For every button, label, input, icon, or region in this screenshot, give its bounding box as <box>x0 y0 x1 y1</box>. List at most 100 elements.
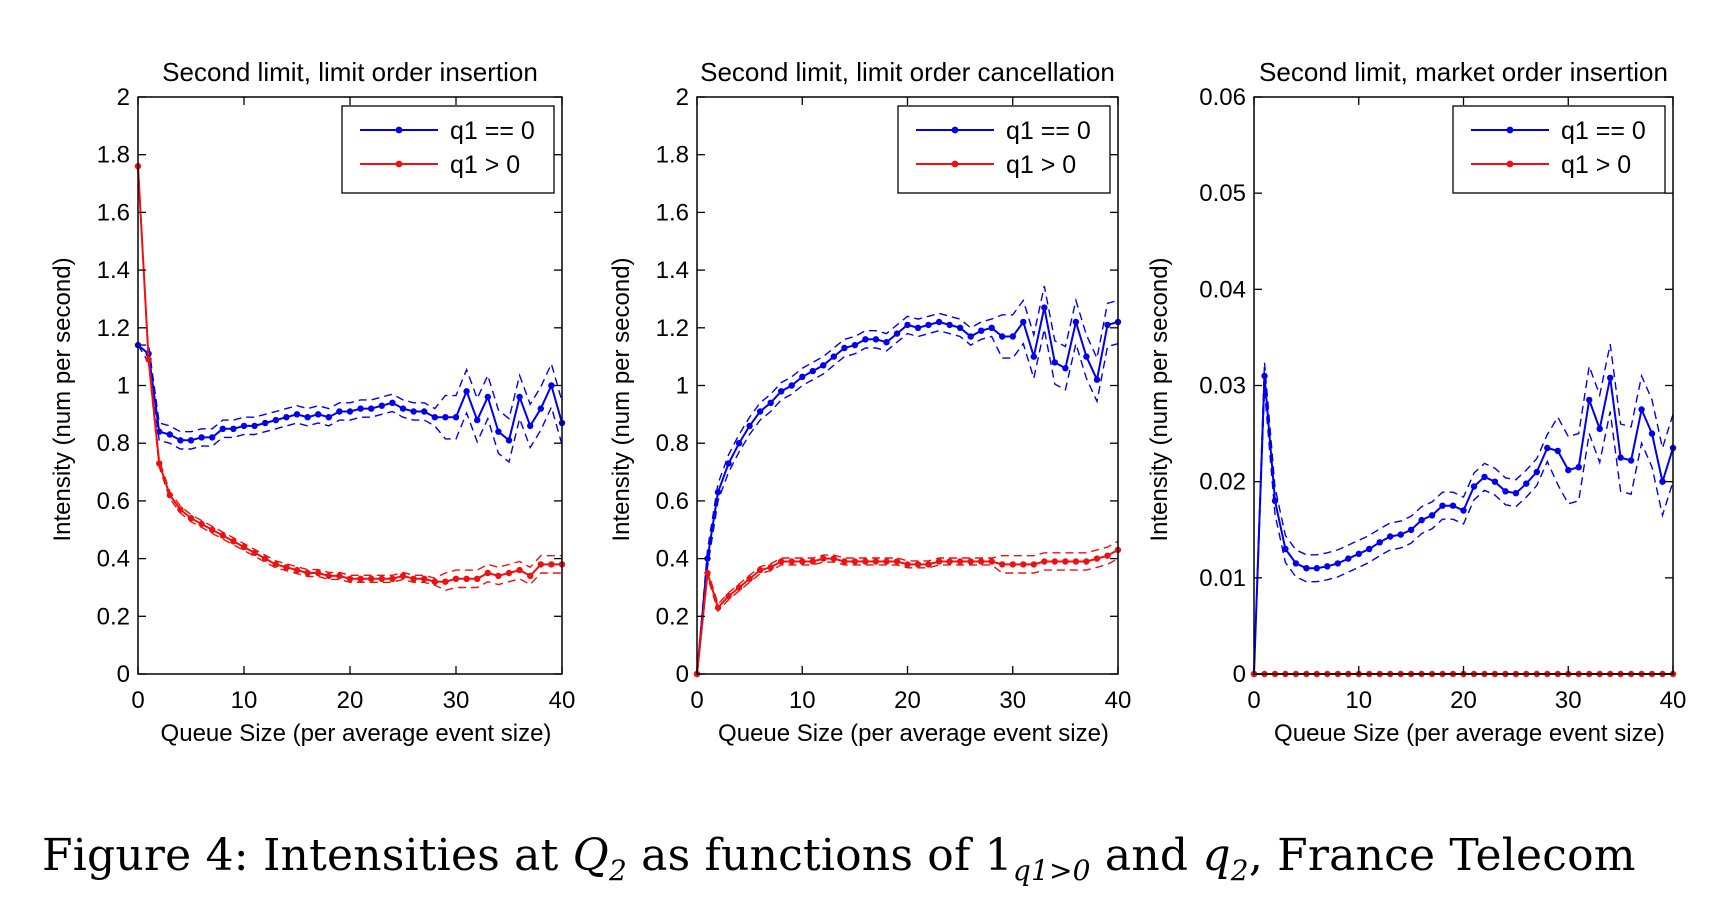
data-point <box>1418 516 1425 524</box>
data-point <box>399 405 407 412</box>
data-point <box>166 431 173 438</box>
data-point <box>735 584 743 591</box>
caption-prefix: Figure 4: Intensities at <box>42 830 573 881</box>
data-point <box>778 558 785 565</box>
y-tick-label: 1.4 <box>656 257 689 284</box>
x-tick-label: 0 <box>131 687 144 714</box>
x-axis-label: Queue Size (per average event size) <box>161 720 552 747</box>
data-point <box>1093 376 1101 383</box>
data-point <box>925 321 932 329</box>
data-point <box>505 569 513 577</box>
data-point <box>1020 318 1027 326</box>
y-tick-label: 1.4 <box>97 257 130 284</box>
data-point <box>283 414 290 421</box>
y-tick-label: 1.6 <box>656 199 689 226</box>
data-point <box>999 333 1006 340</box>
legend-swatch-marker <box>395 126 403 134</box>
y-tick-label: 1.2 <box>97 315 130 342</box>
series-line <box>137 344 563 443</box>
data-point <box>442 578 449 585</box>
y-tick-label: 0.01 <box>1199 565 1246 592</box>
data-point <box>1355 550 1363 557</box>
chart-panel-limit-order-insertion: 0 10 20 30 40 0 0.2 0.4 0.6 0.8 1 1.2 1.4 1.6 1.8 2 Seco… <box>49 57 575 747</box>
data-point <box>1104 321 1111 329</box>
chart-title: Second limit, limit order insertion <box>162 57 538 87</box>
data-point <box>714 489 722 496</box>
data-point <box>548 561 555 568</box>
legend-label: q1 == 0 <box>1561 117 1646 145</box>
data-point <box>967 558 974 565</box>
legend-box <box>897 105 1111 194</box>
data-point <box>830 353 837 360</box>
data-point <box>346 575 354 582</box>
y-axis-label: Intensity (num per second) <box>49 257 76 541</box>
data-point <box>1324 563 1331 570</box>
data-point <box>177 437 184 444</box>
data-point <box>421 575 428 582</box>
x-tick-label: 10 <box>231 687 258 714</box>
y-tick-label: 1.2 <box>656 315 689 342</box>
data-point <box>1030 561 1038 568</box>
data-point <box>1449 502 1457 509</box>
data-point <box>788 382 795 389</box>
data-point <box>904 561 911 568</box>
y-tick-label: 0.4 <box>656 546 689 573</box>
data-point <box>1009 333 1016 340</box>
y-tick-label: 0.05 <box>1199 180 1246 207</box>
data-point <box>809 558 816 565</box>
data-point <box>872 336 880 343</box>
data-point <box>872 558 880 565</box>
data-point <box>1638 406 1645 413</box>
data-point <box>368 405 375 412</box>
data-point <box>177 506 184 513</box>
data-point <box>484 393 491 401</box>
legend-label: q1 > 0 <box>1006 151 1076 179</box>
legend-box <box>341 105 555 194</box>
data-point <box>841 558 848 565</box>
data-point <box>240 543 248 551</box>
data-point <box>336 408 343 415</box>
data-point <box>1428 512 1436 519</box>
data-point <box>431 578 438 585</box>
confidence-band-lower <box>696 557 1119 675</box>
x-tick-label: 40 <box>1660 687 1687 714</box>
data-point <box>219 532 226 539</box>
y-tick-label: 0.04 <box>1199 276 1246 303</box>
data-point <box>1072 318 1080 326</box>
caption-mid2: and <box>1090 830 1203 881</box>
data-point <box>495 428 502 435</box>
chart-title: Second limit, market order insertion <box>1259 57 1668 87</box>
data-point <box>410 408 417 415</box>
data-point <box>293 411 301 418</box>
data-point <box>1376 539 1383 546</box>
y-tick-label: 1.8 <box>656 142 689 169</box>
data-point <box>862 558 869 565</box>
data-point <box>725 460 732 467</box>
y-tick-label: 0.6 <box>656 488 689 515</box>
confidence-band-upper <box>1253 343 1674 675</box>
data-point <box>1387 533 1394 540</box>
data-point <box>1586 396 1593 404</box>
data-point <box>1041 558 1048 565</box>
data-point <box>527 572 534 580</box>
data-point <box>956 558 964 565</box>
data-point <box>946 321 953 329</box>
figure-caption: Figure 4: Intensities at Q2 as functions… <box>42 830 1636 887</box>
data-point <box>346 408 354 415</box>
legend-swatch-marker <box>395 160 403 168</box>
data-point <box>1345 555 1352 562</box>
data-point <box>1020 561 1027 568</box>
data-point <box>1627 457 1635 464</box>
caption-q-sub: 2 <box>608 854 627 887</box>
data-point <box>725 592 732 600</box>
data-point <box>883 339 890 346</box>
x-tick-label: 30 <box>443 687 470 714</box>
series-line <box>137 166 562 583</box>
data-point <box>704 555 711 562</box>
x-tick-label: 20 <box>1450 687 1477 714</box>
x-tick-label: 10 <box>789 687 816 714</box>
data-point <box>548 382 555 389</box>
data-point <box>156 428 163 435</box>
data-point <box>198 434 205 441</box>
